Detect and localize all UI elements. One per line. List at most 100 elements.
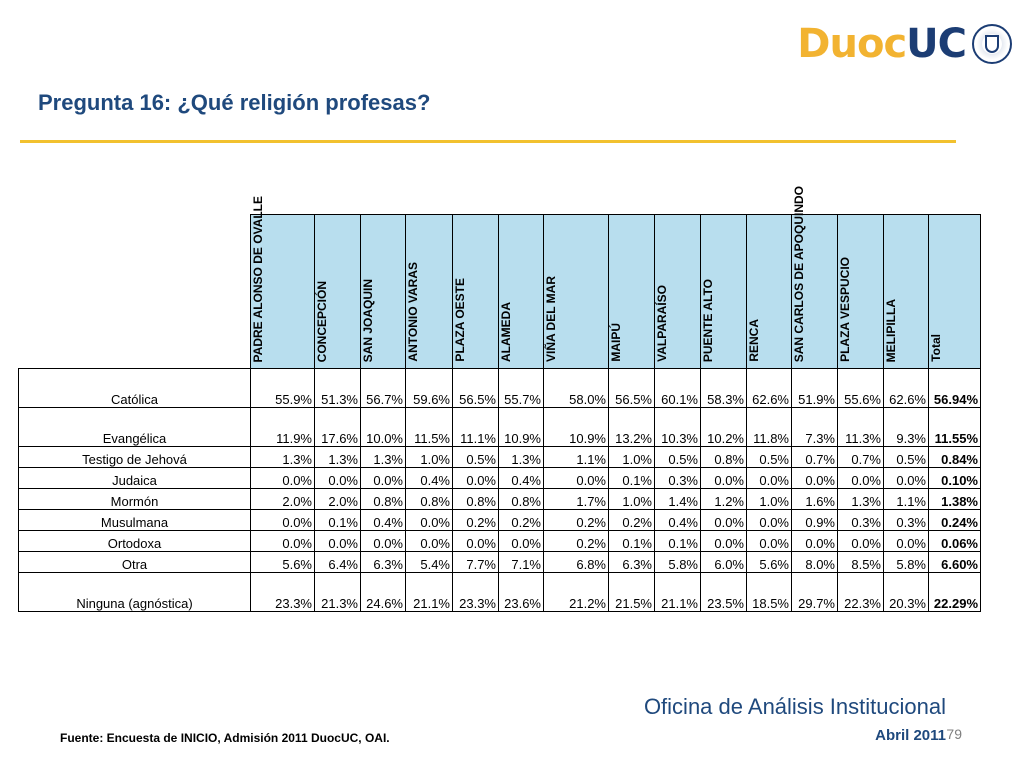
table-cell: 1.6% <box>791 488 838 510</box>
table-cell: 23.5% <box>700 572 747 612</box>
column-header: SAN CARLOS DE APOQUINDO <box>791 186 838 369</box>
table-cell: 58.3% <box>700 368 747 408</box>
table-cell: 55.9% <box>250 368 315 408</box>
table-row: Ortodoxa 0.0% 0.0% 0.0% 0.0% 0.0% 0.0% 0.2% 0.1%… <box>18 530 981 552</box>
table-cell: 1.3% <box>837 488 884 510</box>
row-label: Evangélica <box>18 407 251 447</box>
logo-wordmark: DuocUC <box>797 21 967 67</box>
table-cell: 0.0% <box>405 530 453 552</box>
table-cell: 10.2% <box>700 407 747 447</box>
table-cell: 1.7% <box>543 488 609 510</box>
table-cell: 0.0% <box>791 530 838 552</box>
table-cell: 11.3% <box>837 407 884 447</box>
table-cell: 51.3% <box>314 368 361 408</box>
table-cell: 8.5% <box>837 551 884 573</box>
table-cell: 1.3% <box>360 446 406 468</box>
table-cell: 0.0% <box>250 530 315 552</box>
table-cell: 1.0% <box>608 488 655 510</box>
table-cell: 0.4% <box>654 509 701 531</box>
column-header: VALPARAÍSO <box>654 214 701 369</box>
table-cell: 56.5% <box>452 368 499 408</box>
table-cell: 0.2% <box>543 530 609 552</box>
total-cell: 0.10% <box>928 467 981 489</box>
table-cell: 0.1% <box>654 530 701 552</box>
table-cell: 21.1% <box>405 572 453 612</box>
column-header-label: ALAMEDA <box>499 302 513 362</box>
table-cell: 0.0% <box>314 467 361 489</box>
table-cell: 0.0% <box>543 467 609 489</box>
table-cell: 62.6% <box>746 368 792 408</box>
table-cell: 0.9% <box>791 509 838 531</box>
table-cell: 5.8% <box>654 551 701 573</box>
table-cell: 7.3% <box>791 407 838 447</box>
table-cell: 0.1% <box>608 467 655 489</box>
table-cell: 1.3% <box>314 446 361 468</box>
table-cell: 0.0% <box>498 530 544 552</box>
table-cell: 0.0% <box>837 530 884 552</box>
table-cell: 0.2% <box>543 509 609 531</box>
page-title: Pregunta 16: ¿Qué religión profesas? <box>38 90 431 115</box>
column-header: ANTONIO VARAS <box>405 214 453 369</box>
table-cell: 0.5% <box>452 446 499 468</box>
column-header-label: SAN CARLOS DE APOQUINDO <box>792 185 806 362</box>
report-date: Abril 2011 <box>875 727 946 744</box>
column-header: PUENTE ALTO <box>700 214 747 369</box>
table-cell: 0.4% <box>498 467 544 489</box>
column-header-label: VALPARAÍSO <box>655 285 669 362</box>
table-cell: 0.0% <box>837 467 884 489</box>
duocuc-logo: DuocUC <box>797 16 1012 72</box>
table-cell: 9.3% <box>883 407 929 447</box>
row-label: Mormón <box>18 488 251 510</box>
row-label: Ortodoxa <box>18 530 251 552</box>
table-cell: 10.3% <box>654 407 701 447</box>
table-cell: 1.3% <box>250 446 315 468</box>
table-cell: 0.8% <box>498 488 544 510</box>
column-header-label: MELIPILLA <box>884 298 898 362</box>
table-cell: 1.1% <box>883 488 929 510</box>
table-cell: 5.6% <box>250 551 315 573</box>
table-cell: 29.7% <box>791 572 838 612</box>
office-name: Oficina de Análisis Institucional <box>643 694 946 719</box>
table-cell: 0.0% <box>405 509 453 531</box>
table-cell: 59.6% <box>405 368 453 408</box>
table-row: Otra 5.6% 6.4% 6.3% 5.4% 7.7% 7.1% 6.8% 6.3% 5.8%… <box>18 551 981 573</box>
table-cell: 23.3% <box>250 572 315 612</box>
table-cell: 11.1% <box>452 407 499 447</box>
table-cell: 2.0% <box>314 488 361 510</box>
header-row: PADRE ALONSO DE OVALLE CONCEPCIÓN SAN JOAQ… <box>19 186 981 369</box>
column-header: SAN JOAQUIN <box>360 214 406 369</box>
table-cell: 21.3% <box>314 572 361 612</box>
table-cell: 0.0% <box>746 509 792 531</box>
table-cell: 6.8% <box>543 551 609 573</box>
table-cell: 0.0% <box>250 509 315 531</box>
table-cell: 6.0% <box>700 551 747 573</box>
table-cell: 13.2% <box>608 407 655 447</box>
table-cell: 17.6% <box>314 407 361 447</box>
column-header: Total <box>928 214 981 369</box>
column-header-label: VIÑA DEL MAR <box>544 275 558 362</box>
table-cell: 1.1% <box>543 446 609 468</box>
table-cell: 55.7% <box>498 368 544 408</box>
table-cell: 10.9% <box>543 407 609 447</box>
table-cell: 24.6% <box>360 572 406 612</box>
total-cell: 6.60% <box>928 551 981 573</box>
table-cell: 2.0% <box>250 488 315 510</box>
column-header-label: PLAZA OESTE <box>453 278 467 362</box>
table-cell: 0.0% <box>700 467 747 489</box>
table-cell: 0.0% <box>314 530 361 552</box>
column-header: PLAZA VESPUCIO <box>837 214 884 369</box>
table-cell: 1.4% <box>654 488 701 510</box>
total-cell: 1.38% <box>928 488 981 510</box>
table-cell: 21.2% <box>543 572 609 612</box>
title-divider <box>20 140 956 143</box>
table-cell: 8.0% <box>791 551 838 573</box>
table-cell: 1.0% <box>608 446 655 468</box>
page-number: 79 <box>946 726 962 742</box>
column-header: CONCEPCIÓN <box>314 214 361 369</box>
table-cell: 21.5% <box>608 572 655 612</box>
table-cell: 62.6% <box>883 368 929 408</box>
column-header-label: PUENTE ALTO <box>701 278 715 362</box>
table-cell: 1.0% <box>405 446 453 468</box>
table-cell: 7.1% <box>498 551 544 573</box>
column-header: MAIPÚ <box>608 214 655 369</box>
